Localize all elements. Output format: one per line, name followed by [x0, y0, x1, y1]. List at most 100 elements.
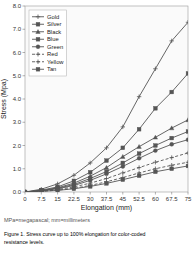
point	[186, 72, 188, 76]
point	[72, 186, 76, 190]
point	[25, 190, 27, 192]
legend-label: Black	[47, 29, 61, 35]
x-tick	[57, 192, 58, 195]
point	[39, 189, 43, 192]
y-tick	[23, 75, 26, 76]
point	[170, 39, 174, 43]
point	[55, 188, 59, 192]
point	[88, 185, 92, 189]
y-tick-label: 1.0	[13, 166, 22, 172]
legend-label: Gold	[47, 14, 59, 20]
series-line	[25, 73, 188, 192]
point	[137, 144, 141, 148]
point	[170, 142, 174, 146]
point	[72, 187, 76, 191]
y-axis-label: Stress (Mpa)	[0, 79, 8, 119]
series-line	[25, 166, 188, 192]
plot-frame	[25, 6, 188, 192]
series-line	[25, 153, 188, 192]
x-tick	[73, 192, 74, 195]
point	[105, 159, 109, 163]
series-line	[25, 120, 188, 192]
legend-frame	[29, 10, 67, 76]
legend-label: Yellow	[47, 59, 64, 65]
y-tick	[23, 29, 26, 30]
series-line	[25, 22, 188, 192]
point	[39, 189, 43, 192]
legend-label: Tan	[47, 66, 56, 72]
x-tick-label: 37.5	[101, 196, 113, 202]
y-tick-label: 7.0	[13, 26, 22, 32]
y-tick-label: 6.0	[13, 50, 22, 56]
point	[186, 151, 188, 155]
point	[88, 183, 92, 187]
point	[25, 190, 27, 192]
y-tick-label: 0.0	[13, 189, 22, 195]
x-tick-label: 67.5	[166, 196, 178, 202]
chart: 07.51522.53037.54552.56067.5750.01.02.03…	[0, 0, 193, 261]
point	[137, 152, 141, 156]
point	[170, 155, 174, 159]
x-tick	[122, 192, 123, 195]
point	[137, 165, 141, 169]
point	[25, 190, 27, 192]
point	[154, 170, 158, 174]
legend-label: Silver	[47, 21, 62, 27]
point	[137, 156, 141, 160]
point	[154, 144, 158, 148]
legend-label: Blue	[47, 36, 59, 42]
x-tick-label: 60	[152, 196, 159, 202]
point	[137, 94, 141, 98]
y-tick	[23, 122, 26, 123]
point	[39, 188, 43, 192]
point	[170, 126, 174, 130]
point	[104, 165, 108, 169]
y-tick-label: 2.0	[13, 143, 22, 149]
point	[121, 154, 125, 158]
legend-label: Red	[47, 51, 58, 57]
legend: GoldSilverBlackBlueGreenRedYellowTan	[29, 10, 67, 76]
point	[105, 182, 109, 186]
y-tick	[23, 192, 26, 193]
x-tick-label: 0	[23, 196, 27, 202]
point	[186, 118, 188, 122]
point	[137, 174, 141, 178]
x-tick-label: 7.5	[37, 196, 46, 202]
point	[170, 136, 174, 140]
x-tick-label: 75	[185, 196, 192, 202]
x-tick-label: 15	[54, 196, 61, 202]
x-axis-label: Elongation (mm)	[81, 204, 132, 212]
x-tick-label: 30	[87, 196, 94, 202]
point	[88, 170, 92, 174]
point	[25, 190, 27, 192]
y-tick-label: 5.0	[13, 73, 22, 79]
point	[137, 127, 141, 131]
point	[153, 135, 157, 139]
plot-area	[25, 6, 188, 192]
point	[121, 125, 125, 129]
y-tick	[23, 6, 26, 7]
series-line	[25, 140, 188, 192]
point	[121, 164, 125, 168]
x-tick	[139, 192, 140, 195]
y-tick	[23, 52, 26, 53]
legend-marker	[36, 45, 40, 49]
figure-caption: Figure 1. Stress curve up to 100% elonga…	[4, 231, 146, 245]
point	[153, 160, 157, 164]
x-tick-label: 45	[119, 196, 126, 202]
x-tick	[90, 192, 91, 195]
point	[170, 167, 174, 171]
point	[153, 149, 157, 153]
series-line	[25, 132, 188, 192]
x-tick	[25, 192, 26, 195]
point	[186, 138, 188, 142]
x-tick-label: 22.5	[68, 196, 80, 202]
point	[25, 190, 27, 192]
point	[25, 190, 27, 192]
legend-marker	[36, 22, 40, 26]
point	[121, 178, 125, 182]
point	[88, 161, 92, 165]
y-tick	[23, 99, 26, 100]
point	[25, 190, 27, 192]
point	[39, 189, 43, 192]
